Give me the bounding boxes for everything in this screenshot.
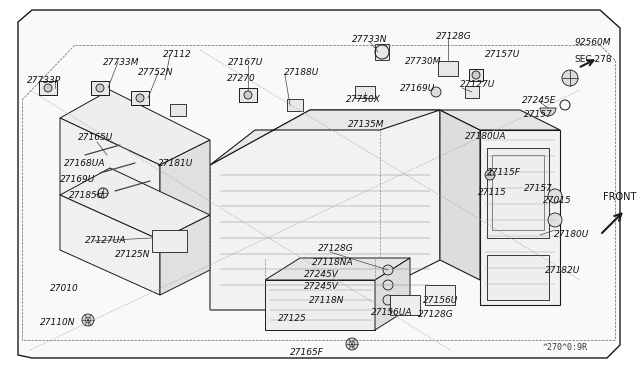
Bar xyxy=(390,295,420,315)
Polygon shape xyxy=(265,280,375,330)
Text: 27168UA: 27168UA xyxy=(64,159,106,168)
Text: 27128G: 27128G xyxy=(436,32,472,41)
Text: 27157: 27157 xyxy=(524,110,553,119)
Text: 27245E: 27245E xyxy=(522,96,557,105)
Text: 27112: 27112 xyxy=(163,50,192,59)
Text: 27010: 27010 xyxy=(50,284,79,293)
Text: 27165F: 27165F xyxy=(290,348,324,357)
Bar xyxy=(170,104,186,116)
Polygon shape xyxy=(440,110,560,130)
Text: 27169U: 27169U xyxy=(60,175,95,184)
Text: 27733M: 27733M xyxy=(103,58,140,67)
Bar xyxy=(239,88,257,102)
Polygon shape xyxy=(60,90,210,165)
Bar xyxy=(425,285,455,305)
Circle shape xyxy=(548,189,562,203)
Text: 27245V: 27245V xyxy=(304,282,339,291)
Text: 27182U: 27182U xyxy=(545,266,580,275)
Polygon shape xyxy=(60,168,210,240)
Text: 27188U: 27188U xyxy=(284,68,319,77)
Text: 27752N: 27752N xyxy=(138,68,173,77)
Bar xyxy=(469,69,483,81)
Bar xyxy=(355,86,375,98)
Text: 27180U: 27180U xyxy=(554,230,589,239)
Circle shape xyxy=(136,94,144,102)
Circle shape xyxy=(431,87,441,97)
Circle shape xyxy=(383,265,393,275)
Text: ^270^0:9R: ^270^0:9R xyxy=(543,343,588,352)
Polygon shape xyxy=(440,110,480,280)
Bar xyxy=(438,61,458,76)
Bar xyxy=(131,91,149,105)
Wedge shape xyxy=(540,108,556,116)
Polygon shape xyxy=(160,140,210,240)
Circle shape xyxy=(548,213,562,227)
Text: 27165U: 27165U xyxy=(78,133,113,142)
Polygon shape xyxy=(210,110,440,310)
Text: 27181U: 27181U xyxy=(158,159,193,168)
Text: 27156U: 27156U xyxy=(423,296,458,305)
Text: 27115: 27115 xyxy=(478,188,507,197)
Text: 27015: 27015 xyxy=(543,196,572,205)
Polygon shape xyxy=(480,130,560,305)
Bar xyxy=(39,81,57,95)
Text: 27733P: 27733P xyxy=(27,76,61,85)
Bar xyxy=(375,44,389,60)
Bar xyxy=(152,230,187,252)
Text: 27733N: 27733N xyxy=(352,35,387,44)
Circle shape xyxy=(244,91,252,99)
Text: 27750X: 27750X xyxy=(346,95,381,104)
Text: 27157U: 27157U xyxy=(485,50,520,59)
Text: 27185U: 27185U xyxy=(69,191,104,200)
Circle shape xyxy=(346,338,358,350)
Polygon shape xyxy=(210,110,440,165)
Bar xyxy=(287,99,303,111)
Polygon shape xyxy=(265,258,410,280)
Circle shape xyxy=(383,280,393,290)
Text: 27127U: 27127U xyxy=(460,80,495,89)
Text: 27135M: 27135M xyxy=(348,120,385,129)
Polygon shape xyxy=(375,258,410,330)
Text: 27118N: 27118N xyxy=(309,296,344,305)
Polygon shape xyxy=(160,215,210,295)
Text: 27125N: 27125N xyxy=(115,250,150,259)
Circle shape xyxy=(82,314,94,326)
Text: 27156UA: 27156UA xyxy=(371,308,413,317)
Bar xyxy=(465,86,479,98)
Text: SEC.278: SEC.278 xyxy=(574,55,612,64)
Text: 27157: 27157 xyxy=(524,184,553,193)
Text: 27127UA: 27127UA xyxy=(85,236,127,245)
Text: 27118NA: 27118NA xyxy=(312,258,354,267)
Text: 27730M: 27730M xyxy=(405,57,442,66)
Text: 27167U: 27167U xyxy=(228,58,264,67)
Text: 27180UA: 27180UA xyxy=(465,132,506,141)
Polygon shape xyxy=(60,195,160,295)
Circle shape xyxy=(96,84,104,92)
Text: 27245V: 27245V xyxy=(304,270,339,279)
Text: FRONT: FRONT xyxy=(603,192,636,202)
Text: 27115F: 27115F xyxy=(487,168,521,177)
Text: 27128G: 27128G xyxy=(418,310,454,319)
Text: 27169U: 27169U xyxy=(400,84,435,93)
Polygon shape xyxy=(60,118,160,240)
Polygon shape xyxy=(18,10,620,358)
Circle shape xyxy=(98,188,108,198)
Bar xyxy=(487,148,549,238)
Bar xyxy=(91,81,109,95)
Circle shape xyxy=(44,84,52,92)
Circle shape xyxy=(383,295,393,305)
Text: 27125: 27125 xyxy=(278,314,307,323)
Bar xyxy=(492,155,544,230)
Text: 27128G: 27128G xyxy=(318,244,354,253)
Text: 27110N: 27110N xyxy=(40,318,76,327)
Text: 27270: 27270 xyxy=(227,74,256,83)
Bar xyxy=(487,255,549,300)
Circle shape xyxy=(562,70,578,86)
Circle shape xyxy=(485,170,495,180)
Text: 92560M: 92560M xyxy=(575,38,611,47)
Circle shape xyxy=(472,71,480,79)
